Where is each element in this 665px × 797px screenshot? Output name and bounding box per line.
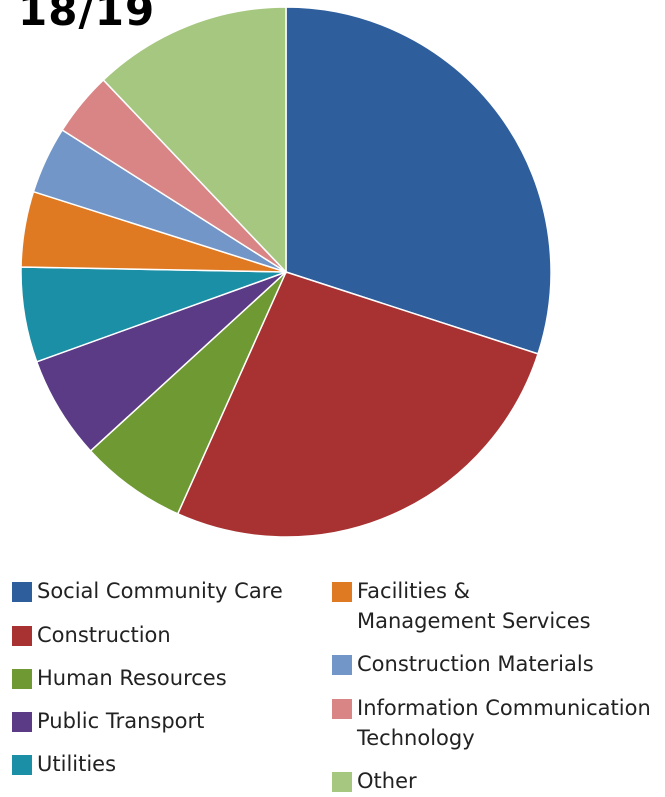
legend-item-facilities-management-services: Facilities & Management Services: [332, 579, 591, 636]
pie-slice-construction: [176, 271, 539, 538]
legend-label: Public Transport: [37, 709, 205, 733]
legend-swatch: [12, 712, 32, 732]
legend-swatch: [12, 626, 32, 646]
pie-slice-social-community-care: [285, 6, 552, 355]
legend-label: Construction: [37, 623, 171, 647]
legend-label: Facilities &: [357, 579, 471, 603]
legend-item-information-communication-technology: Information Communication Technology: [332, 696, 651, 753]
legend-swatch: [332, 772, 352, 792]
legend-swatch: [12, 582, 32, 602]
pie-slice-other: [102, 6, 287, 274]
legend-swatch: [332, 582, 352, 602]
legend-swatch: [332, 655, 352, 675]
legend-label: Construction Materials: [357, 652, 594, 676]
legend-item-human-resources: Human Resources: [12, 666, 227, 693]
legend-swatch: [12, 755, 32, 775]
legend-label: Human Resources: [37, 666, 227, 690]
legend-item-other: Other: [332, 769, 417, 796]
legend-item-construction-materials: Construction Materials: [332, 652, 594, 679]
legend-swatch: [12, 669, 32, 689]
legend-item-utilities: Utilities: [12, 752, 116, 779]
legend-label-line2: Technology: [357, 726, 475, 750]
legend-label: Other: [357, 769, 417, 793]
legend-label: Utilities: [37, 752, 117, 776]
legend-label-line2: Management Services: [357, 609, 591, 633]
legend-swatch: [332, 699, 352, 719]
chart-title: 18/19: [18, 0, 156, 35]
legend-label: Information Communication: [357, 696, 651, 720]
legend-item-social-community-care: Social Community Care: [12, 579, 283, 606]
pie-chart: [20, 6, 552, 538]
legend-label: Social Community Care: [37, 579, 283, 603]
legend-item-construction: Construction: [12, 623, 171, 650]
legend-item-public-transport: Public Transport: [12, 709, 204, 736]
